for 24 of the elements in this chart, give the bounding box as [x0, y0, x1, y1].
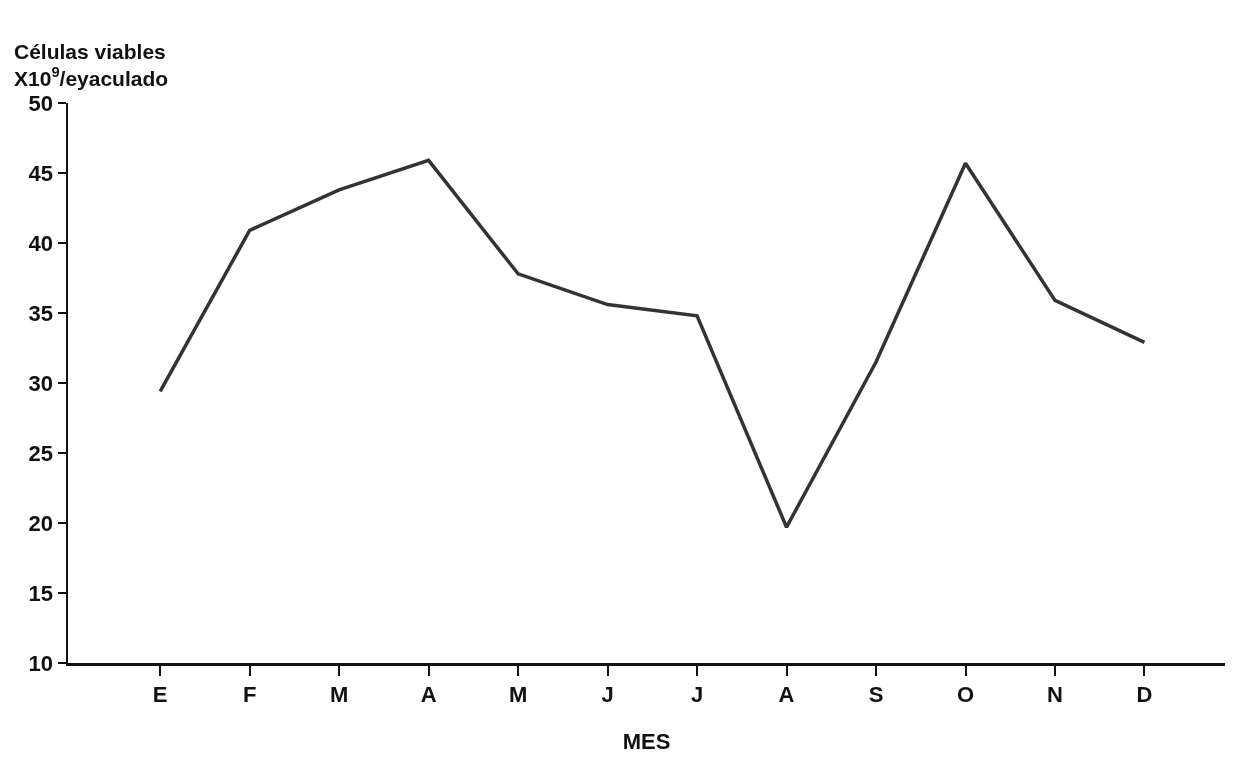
x-axis-title: MES [622, 729, 671, 755]
y-tick-label: 35 [28, 300, 54, 326]
x-tick-label: M [508, 681, 528, 707]
y-axis-title: Células viables X10$^{9}$/eyaculado [14, 40, 169, 91]
y-tick-label: 25 [28, 440, 54, 466]
y-tick-label: 20 [28, 510, 54, 536]
x-tick-label: A [420, 681, 437, 707]
y-tick-label: 30 [28, 370, 54, 396]
y-tick-label: 50 [28, 90, 54, 116]
x-tick-label: S [868, 681, 884, 707]
x-tick-label: A [778, 681, 795, 707]
x-tick-label: O [956, 681, 975, 707]
x-tick-label: E [152, 681, 168, 707]
line-series [158, 158, 1147, 529]
y-tick-label: 15 [28, 580, 54, 606]
x-tick-label: D [1136, 681, 1153, 707]
y-tick-label: 45 [28, 160, 54, 186]
x-tick-label: F [242, 681, 257, 707]
y-tick-label: 40 [28, 230, 54, 256]
x-tick-label: J [601, 681, 614, 707]
x-tick-label: J [690, 681, 704, 707]
x-tick-label: M [329, 681, 349, 707]
y-tick-label: 10 [28, 650, 54, 676]
x-tick-label: N [1047, 681, 1063, 707]
